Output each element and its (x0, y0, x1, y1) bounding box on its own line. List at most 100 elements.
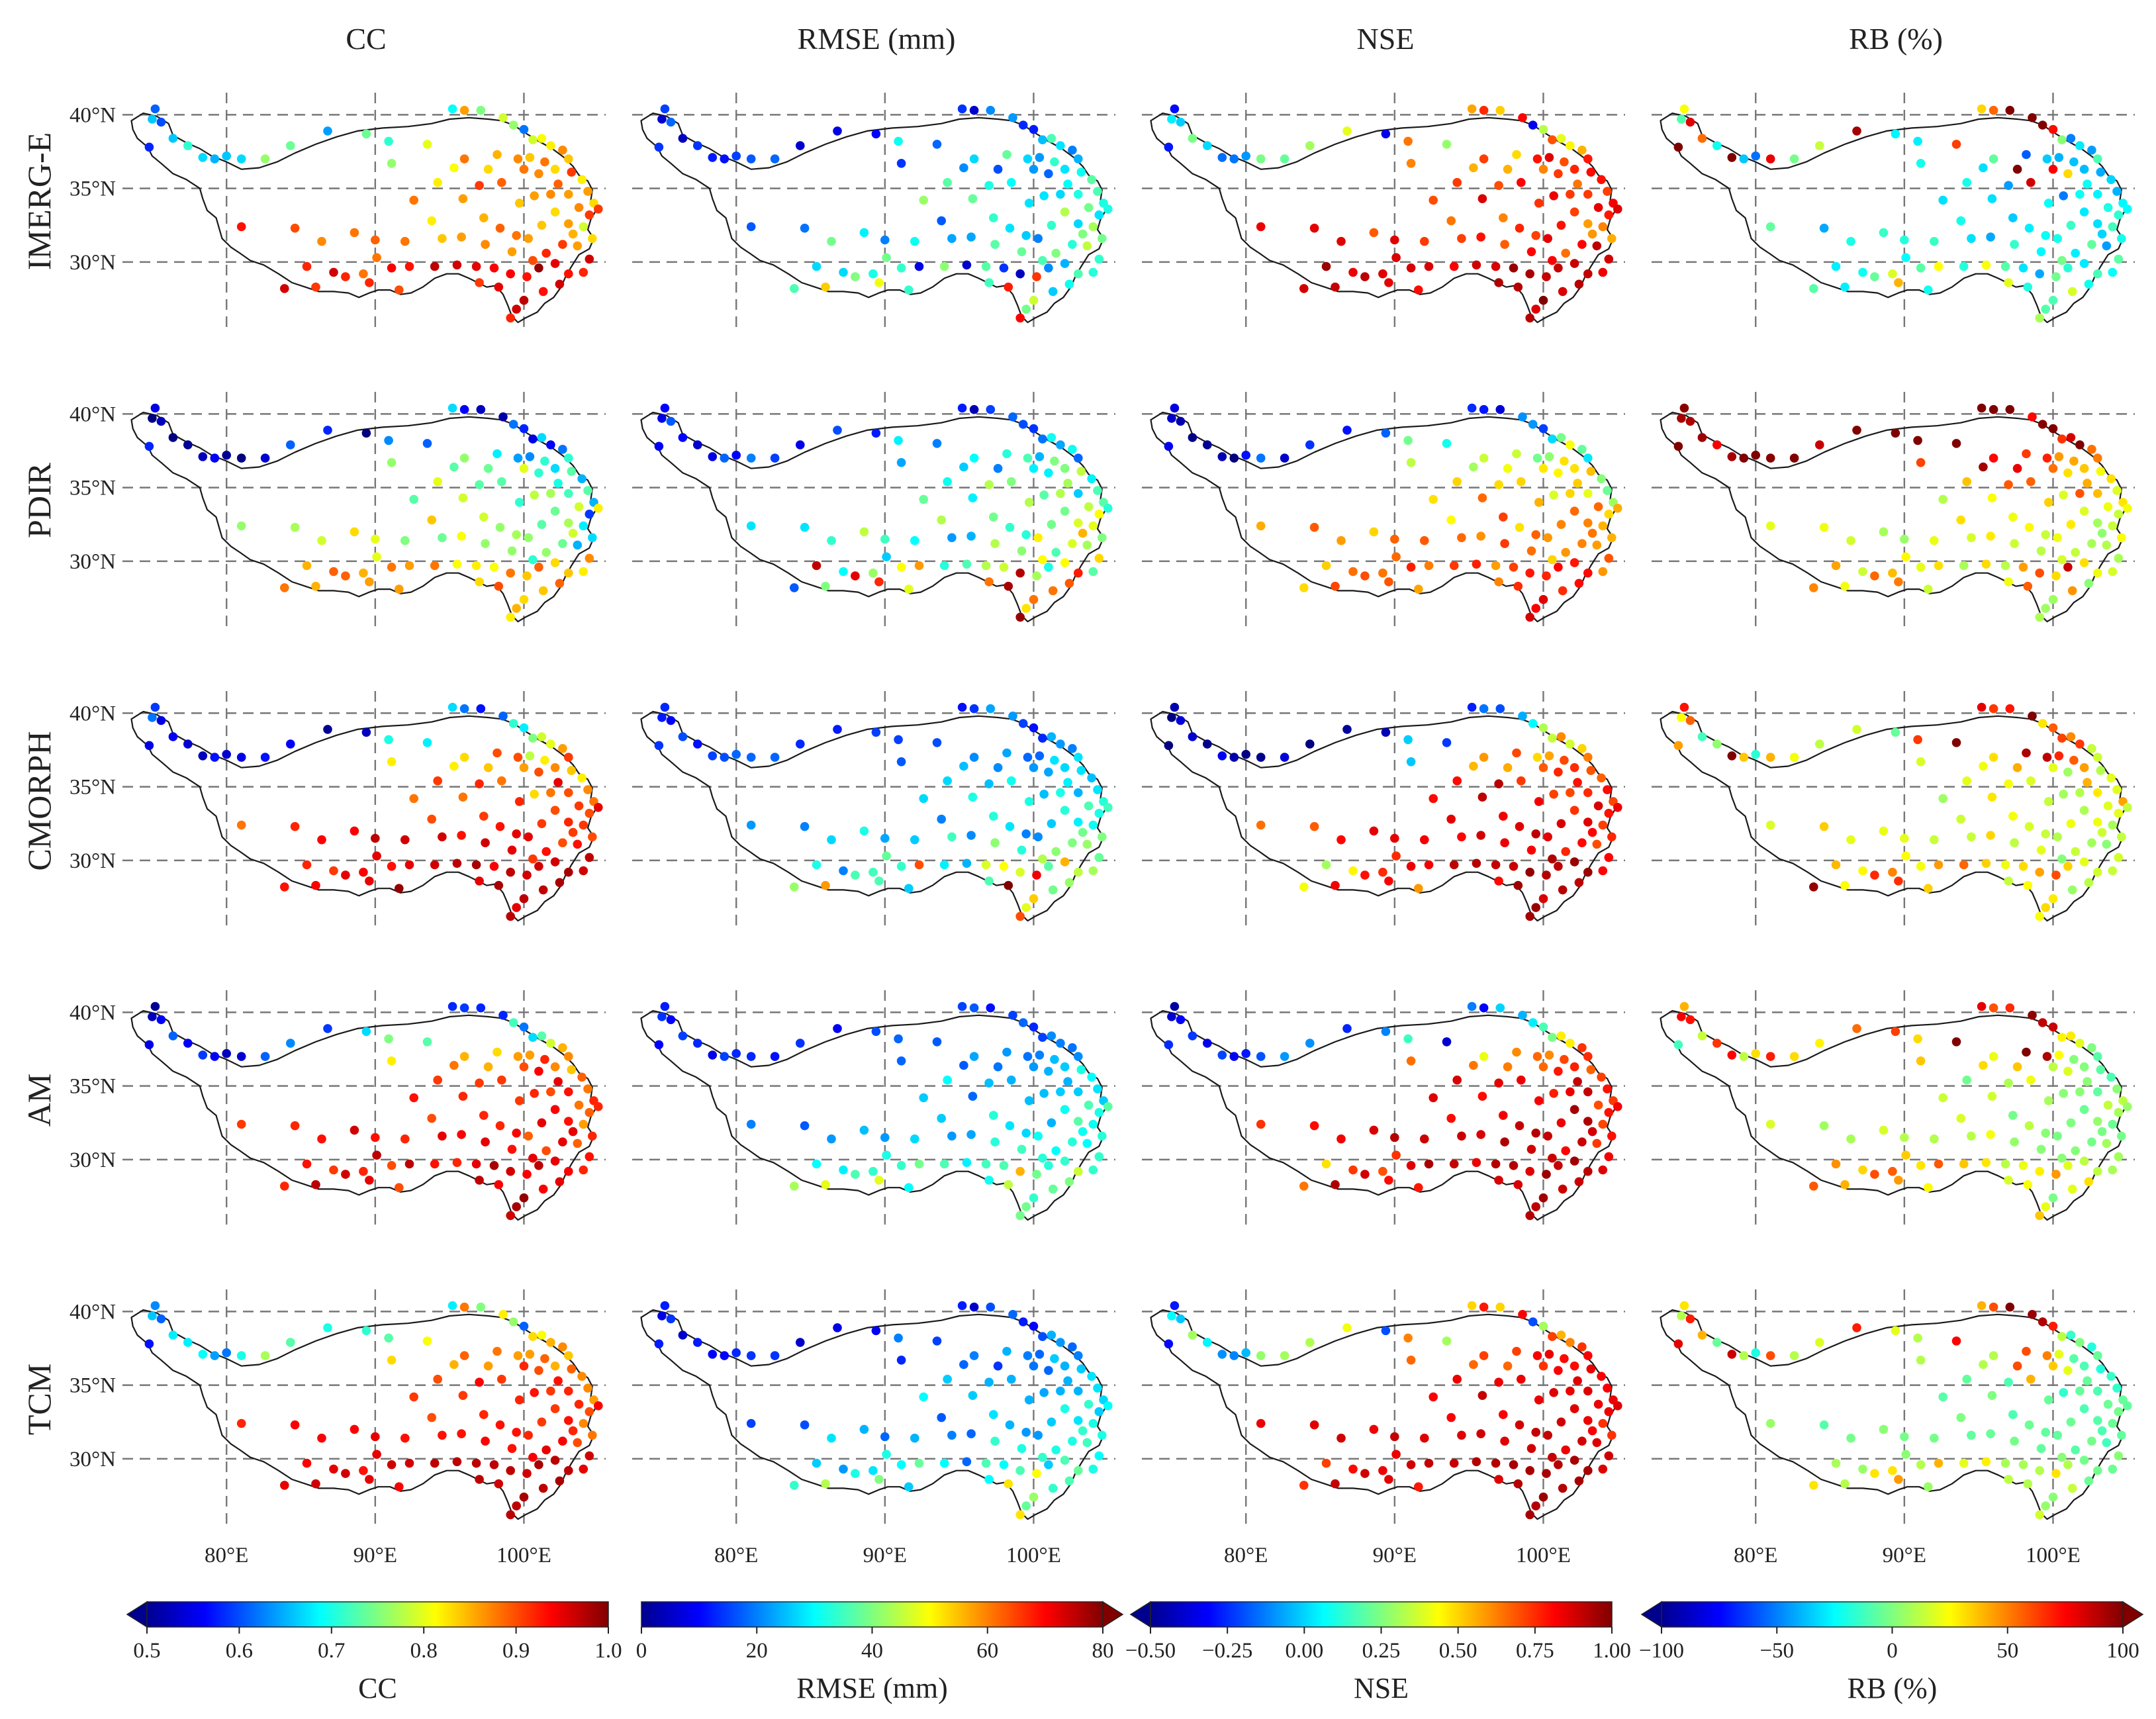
station-point (1050, 456, 1059, 466)
station-point (1008, 412, 1017, 422)
station-point (1170, 1301, 1180, 1311)
station-point (1819, 1121, 1829, 1131)
station-point (508, 719, 518, 728)
station-point (1035, 751, 1045, 761)
station-point (2035, 313, 2044, 323)
station-point (2018, 862, 2028, 871)
station-point (720, 1052, 729, 1061)
station-point (2084, 579, 2094, 588)
station-point (494, 1479, 504, 1489)
station-point (1538, 723, 1548, 733)
station-point (790, 1182, 799, 1191)
station-point (2004, 181, 2013, 191)
column-title-rmse: RMSE (mm) (798, 22, 956, 56)
station-point (1613, 1401, 1622, 1411)
lat-tick-label: 35°N (70, 177, 116, 201)
station-point (2008, 1111, 2018, 1120)
station-point (546, 739, 555, 749)
station-point (2000, 561, 2010, 571)
station-point (1603, 1383, 1612, 1393)
station-point (2005, 1302, 2015, 1312)
station-point (198, 1350, 208, 1359)
station-point (827, 835, 836, 845)
station-point (1819, 821, 1829, 831)
station-point (1047, 1031, 1056, 1041)
station-point (280, 583, 289, 592)
station-point (910, 1433, 919, 1443)
station-point (2079, 1361, 2089, 1371)
lat-tick-label: 30°N (70, 1148, 116, 1172)
station-point (1074, 753, 1083, 762)
station-point (939, 860, 949, 870)
station-point (546, 1039, 555, 1048)
station-point (1538, 594, 1548, 604)
station-point (1021, 530, 1031, 539)
station-point (1391, 1450, 1401, 1459)
station-point (2063, 1161, 2073, 1170)
station-point (150, 104, 160, 114)
station-point (1566, 141, 1575, 150)
station-point (457, 232, 466, 242)
station-point (1495, 404, 1505, 414)
station-point (508, 1018, 518, 1027)
station-point (524, 832, 533, 842)
station-point (986, 404, 996, 414)
station-point (2057, 1332, 2067, 1341)
station-point (1176, 1015, 1186, 1025)
colorbar-extend-max (1102, 1601, 1124, 1628)
station-point (770, 453, 780, 463)
station-point (2075, 788, 2085, 798)
station-point (1164, 142, 1174, 152)
station-point (1015, 1211, 1025, 1221)
station-point (1087, 474, 1096, 484)
station-point (534, 468, 543, 478)
station-point (1604, 853, 1614, 862)
station-point (361, 428, 371, 438)
station-point (2036, 247, 2046, 257)
station-point (537, 520, 547, 530)
station-point (290, 223, 300, 233)
station-point (868, 568, 878, 578)
station-point (506, 1465, 515, 1475)
station-point (1543, 1430, 1552, 1440)
station-point (2023, 581, 2033, 591)
station-point (1068, 539, 1077, 548)
station-point (148, 713, 157, 722)
station-point (1554, 468, 1563, 478)
station-point (144, 1339, 154, 1349)
station-point (969, 1003, 979, 1013)
station-point (969, 105, 979, 115)
station-point (1479, 1302, 1489, 1312)
station-point (2093, 154, 2102, 163)
station-point (1229, 753, 1239, 762)
station-point (1229, 154, 1239, 163)
station-point (1429, 494, 1438, 504)
station-point (984, 1377, 994, 1387)
station-point (1309, 522, 1319, 532)
station-point (654, 1339, 664, 1349)
station-point (564, 1166, 573, 1176)
station-point (1858, 567, 1867, 577)
station-point (1739, 753, 1749, 762)
station-point (1342, 1024, 1352, 1033)
station-point (512, 1129, 521, 1138)
station-point (1084, 1399, 1094, 1409)
station-point (1472, 559, 1481, 569)
station-point (481, 838, 490, 847)
station-point (449, 761, 459, 771)
station-point (1029, 1062, 1039, 1072)
station-point (1038, 1153, 1047, 1163)
station-point (1021, 604, 1031, 613)
station-point (1068, 744, 1077, 753)
station-point (594, 504, 603, 513)
station-point (1280, 1052, 1289, 1061)
station-point (538, 1483, 548, 1493)
station-point (2059, 1388, 2068, 1397)
station-point (1495, 105, 1505, 115)
station-point (833, 126, 842, 136)
station-point (1538, 1361, 1548, 1371)
station-point (2108, 222, 2118, 232)
station-point (1167, 414, 1176, 423)
station-point (2036, 1444, 2046, 1454)
station-point (1403, 1034, 1413, 1044)
